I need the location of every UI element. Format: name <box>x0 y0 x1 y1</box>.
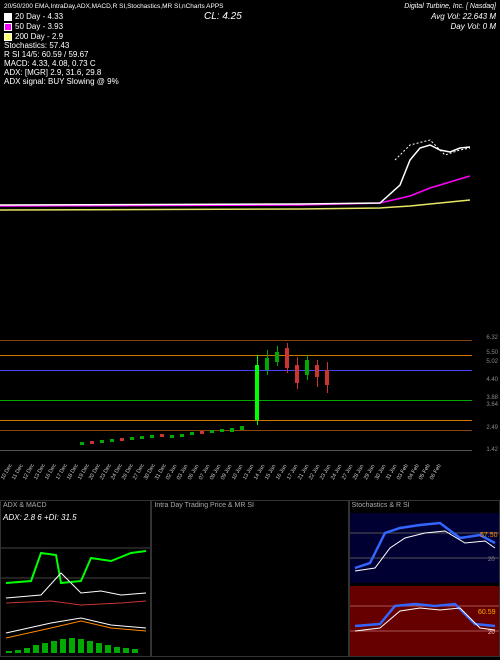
adx-signal: ADX signal: BUY Slowing @ 9% <box>4 77 496 86</box>
svg-text:20: 20 <box>488 630 495 636</box>
ema20-swatch <box>4 13 12 21</box>
ema200-swatch <box>4 33 12 41</box>
stoch-label: Stochastics: 57.43 <box>4 41 496 50</box>
close-price: CL: 4.25 <box>204 12 242 22</box>
intra-title: Intra Day Trading Price & MR SI <box>154 502 254 509</box>
stoch-rsi-panel: Stochastics & R SI 57.50 20 60.59 20 <box>349 500 500 657</box>
ema200-label: 200 Day - 2.9 <box>15 32 63 41</box>
title-left: 20/50/200 EMA,IntraDay,ADX,MACD,R SI,Sto… <box>4 2 224 12</box>
macd-label: MACD: 4.33, 4.08, 0.73 C <box>4 59 496 68</box>
svg-text:57.50: 57.50 <box>480 532 498 539</box>
ema50-swatch <box>4 23 12 31</box>
adx-title: ADX & MACD <box>3 502 47 509</box>
svg-text:60.59: 60.59 <box>478 609 496 616</box>
rsi-label: R SI 14/5: 60.59 / 59.67 <box>4 50 496 59</box>
adx-macd-panel: ADX & MACD ADX: 2.8 6 +DI: 31.5 <box>0 500 151 657</box>
candle-chart: 6.325.505.024.403.883.642.491.42 <box>0 310 500 470</box>
header: 20/50/200 EMA,IntraDay,ADX,MACD,R SI,Sto… <box>4 2 496 86</box>
date-axis: 10 Dec11 Dec12 Dec13 Dec16 Dec17 Dec18 D… <box>0 478 500 498</box>
bottom-panels: ADX & MACD ADX: 2.8 6 +DI: 31.5 Intra Da… <box>0 500 500 660</box>
main-price-chart <box>0 110 470 240</box>
title-right: Digital Turbine, Inc. [ Nasdaq] <box>404 2 496 12</box>
stoch-title: Stochastics & R SI <box>352 502 410 509</box>
ema50-label: 50 Day - 3.93 <box>15 22 63 31</box>
intraday-panel: Intra Day Trading Price & MR SI <box>151 500 348 657</box>
adx-label: ADX: [MGR] 2.9, 31.6, 29.8 <box>4 68 496 77</box>
ema20-label: 20 Day - 4.33 <box>15 12 63 21</box>
avg-vol: Avg Vol: 22.643 M <box>431 12 496 22</box>
day-vol: Day Vol: 0 M <box>451 22 497 32</box>
svg-text:20: 20 <box>488 557 495 563</box>
